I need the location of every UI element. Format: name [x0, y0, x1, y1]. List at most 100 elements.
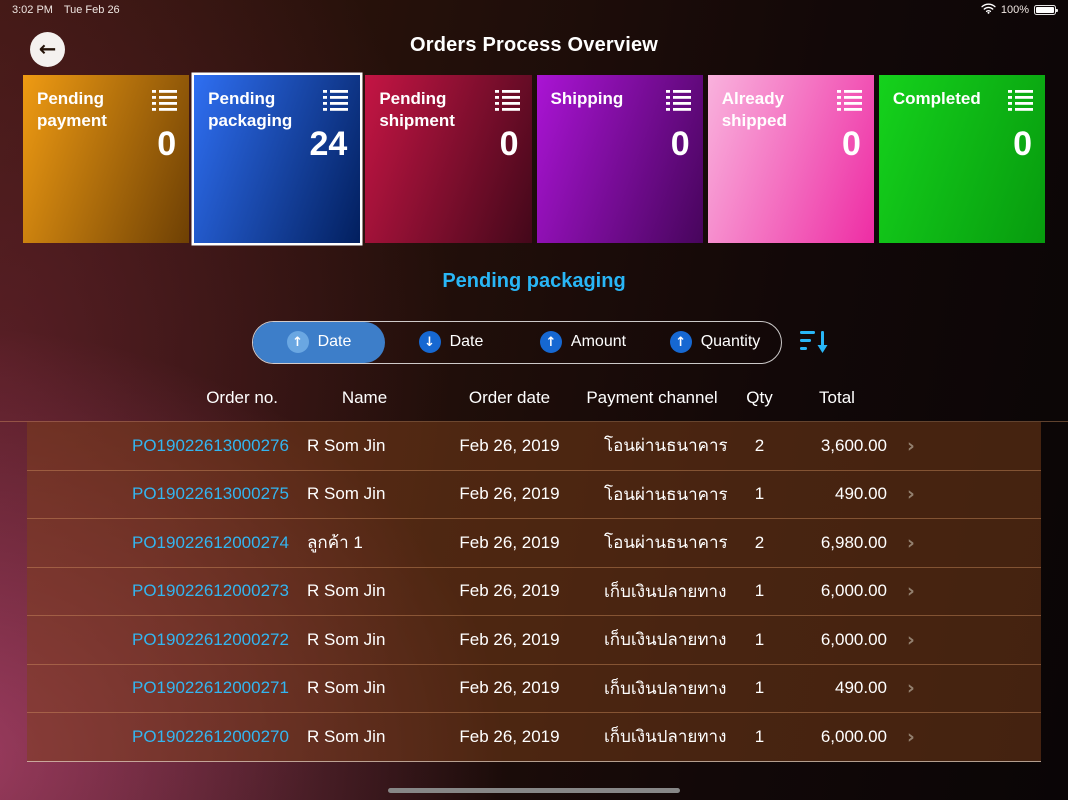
quantity: 2 — [754, 532, 765, 552]
status-card[interactable]: Completed 0 — [878, 75, 1046, 243]
quantity: 1 — [754, 678, 765, 698]
status-card[interactable]: Pending packaging 24 — [194, 75, 361, 243]
list-icon — [836, 90, 862, 116]
back-arrow-icon: ← — [38, 37, 57, 61]
customer-name: R Som Jin — [307, 726, 386, 746]
order-date: Feb 26, 2019 — [459, 484, 560, 504]
status-card[interactable]: Pending shipment 0 — [365, 75, 532, 243]
customer-name: ลูกค้า 1 — [307, 533, 363, 553]
total-amount: 6,980.00 — [820, 532, 887, 552]
status-card[interactable]: Already shipped 0 — [707, 75, 874, 243]
order-date: Feb 26, 2019 — [459, 678, 560, 698]
status-card-label: Completed — [892, 89, 981, 108]
quantity: 2 — [754, 435, 765, 455]
status-cards: Pending payment 0 Pending packaging 24 P… — [23, 75, 1046, 243]
table-row[interactable]: PO19022612000270 R Som Jin Feb 26, 2019 … — [27, 713, 1041, 762]
status-card-label: Already shipped — [721, 89, 787, 130]
column-header: Order no. — [206, 388, 278, 407]
order-date: Feb 26, 2019 — [459, 629, 560, 649]
quantity: 1 — [754, 629, 765, 649]
payment-channel: โอนผ่านธนาคาร — [604, 436, 728, 456]
sort-options: ↑ Date ↓ Date ↑ Amount ↑ Quantity — [252, 320, 782, 364]
table-row[interactable]: PO19022613000275 R Som Jin Feb 26, 2019 … — [27, 470, 1041, 519]
status-card[interactable]: Shipping 0 — [536, 75, 703, 243]
status-time: 3:02 PM — [12, 4, 53, 16]
order-date: Feb 26, 2019 — [459, 435, 560, 455]
status-card-label: Pending payment — [37, 89, 107, 130]
order-number-link[interactable]: PO19022613000276 — [132, 435, 289, 455]
sort-descending-icon[interactable] — [800, 329, 830, 356]
sort-option[interactable]: ↑ Quantity — [649, 322, 781, 363]
home-indicator[interactable] — [388, 787, 680, 793]
status-card-label: Shipping — [550, 89, 624, 108]
status-indicators: 100% — [981, 3, 1058, 17]
list-icon — [665, 90, 691, 116]
customer-name: R Som Jin — [307, 678, 386, 698]
column-header: Total — [819, 388, 855, 407]
chevron-right-icon: › — [907, 677, 915, 700]
customer-name: R Som Jin — [307, 484, 386, 504]
status-card-label: Pending shipment — [379, 89, 455, 130]
column-header: Payment channel — [586, 388, 718, 407]
chevron-right-icon: › — [907, 580, 915, 603]
list-icon — [494, 90, 520, 116]
status-card-count: 0 — [841, 125, 861, 163]
chevron-right-icon: › — [907, 628, 915, 651]
table-row[interactable]: PO19022612000273 R Som Jin Feb 26, 2019 … — [27, 567, 1041, 616]
sort-option-label: Amount — [570, 333, 627, 350]
page-title: Orders Process Overview — [409, 34, 659, 56]
quantity: 1 — [754, 726, 765, 746]
order-number-link[interactable]: PO19022612000272 — [132, 629, 289, 649]
sort-option[interactable]: ↑ Date — [253, 321, 385, 363]
battery-icon — [1034, 5, 1058, 15]
total-amount: 6,000.00 — [820, 581, 887, 601]
sort-direction-icon: ↑ — [286, 331, 309, 353]
total-amount: 490.00 — [835, 484, 887, 504]
status-card-count: 0 — [157, 125, 177, 163]
table-header: Order no. Name Order date Payment channel Qt… — [27, 388, 1041, 408]
sort-option-label: Date — [317, 333, 352, 350]
chevron-right-icon: › — [907, 483, 915, 506]
total-amount: 490.00 — [835, 678, 887, 698]
column-header: Name — [341, 388, 388, 407]
sort-option-label: Date — [449, 333, 484, 350]
order-date: Feb 26, 2019 — [459, 726, 560, 746]
column-header: Order date — [468, 388, 551, 407]
status-bar: 3:02 PM Tue Feb 26 100% — [0, 0, 1068, 16]
payment-channel: เก็บเงินปลายทาง — [604, 678, 727, 698]
customer-name: R Som Jin — [307, 435, 386, 455]
status-card-count: 24 — [309, 125, 348, 163]
quantity: 1 — [754, 581, 765, 601]
status-card-count: 0 — [499, 125, 519, 163]
list-icon — [152, 90, 178, 116]
total-amount: 6,000.00 — [820, 629, 887, 649]
order-number-link[interactable]: PO19022612000271 — [132, 678, 289, 698]
order-number-link[interactable]: PO19022613000275 — [132, 484, 289, 504]
status-card-label: Pending packaging — [208, 89, 293, 130]
customer-name: R Som Jin — [307, 629, 386, 649]
table-row[interactable]: PO19022612000271 R Som Jin Feb 26, 2019 … — [27, 664, 1041, 713]
payment-channel: เก็บเงินปลายทาง — [604, 727, 727, 747]
total-amount: 6,000.00 — [820, 726, 887, 746]
back-button[interactable]: ← — [30, 32, 65, 67]
table-row[interactable]: PO19022613000276 R Som Jin Feb 26, 2019 … — [27, 422, 1041, 471]
table-row[interactable]: PO19022612000274 ลูกค้า 1 Feb 26, 2019 โ… — [27, 519, 1041, 568]
order-number-link[interactable]: PO19022612000273 — [132, 581, 289, 601]
order-date: Feb 26, 2019 — [459, 581, 560, 601]
column-header: Qty — [746, 388, 773, 407]
top-bar: ← Orders Process Overview — [0, 16, 1068, 75]
wifi-icon — [981, 3, 996, 17]
order-number-link[interactable]: PO19022612000274 — [132, 532, 289, 552]
sort-option-label: Quantity — [700, 333, 761, 350]
total-amount: 3,600.00 — [820, 435, 887, 455]
customer-name: R Som Jin — [307, 581, 386, 601]
chevron-right-icon: › — [907, 725, 915, 748]
table-row[interactable]: PO19022612000272 R Som Jin Feb 26, 2019 … — [27, 616, 1041, 665]
sort-option[interactable]: ↑ Amount — [517, 322, 649, 363]
order-number-link[interactable]: PO19022612000270 — [132, 726, 289, 746]
order-table-body: PO19022613000276 R Som Jin Feb 26, 2019 … — [0, 421, 1068, 762]
status-card[interactable]: Pending payment 0 — [23, 75, 190, 243]
sort-option[interactable]: ↓ Date — [385, 322, 517, 363]
list-icon — [323, 90, 349, 116]
sort-direction-icon: ↑ — [669, 331, 692, 353]
